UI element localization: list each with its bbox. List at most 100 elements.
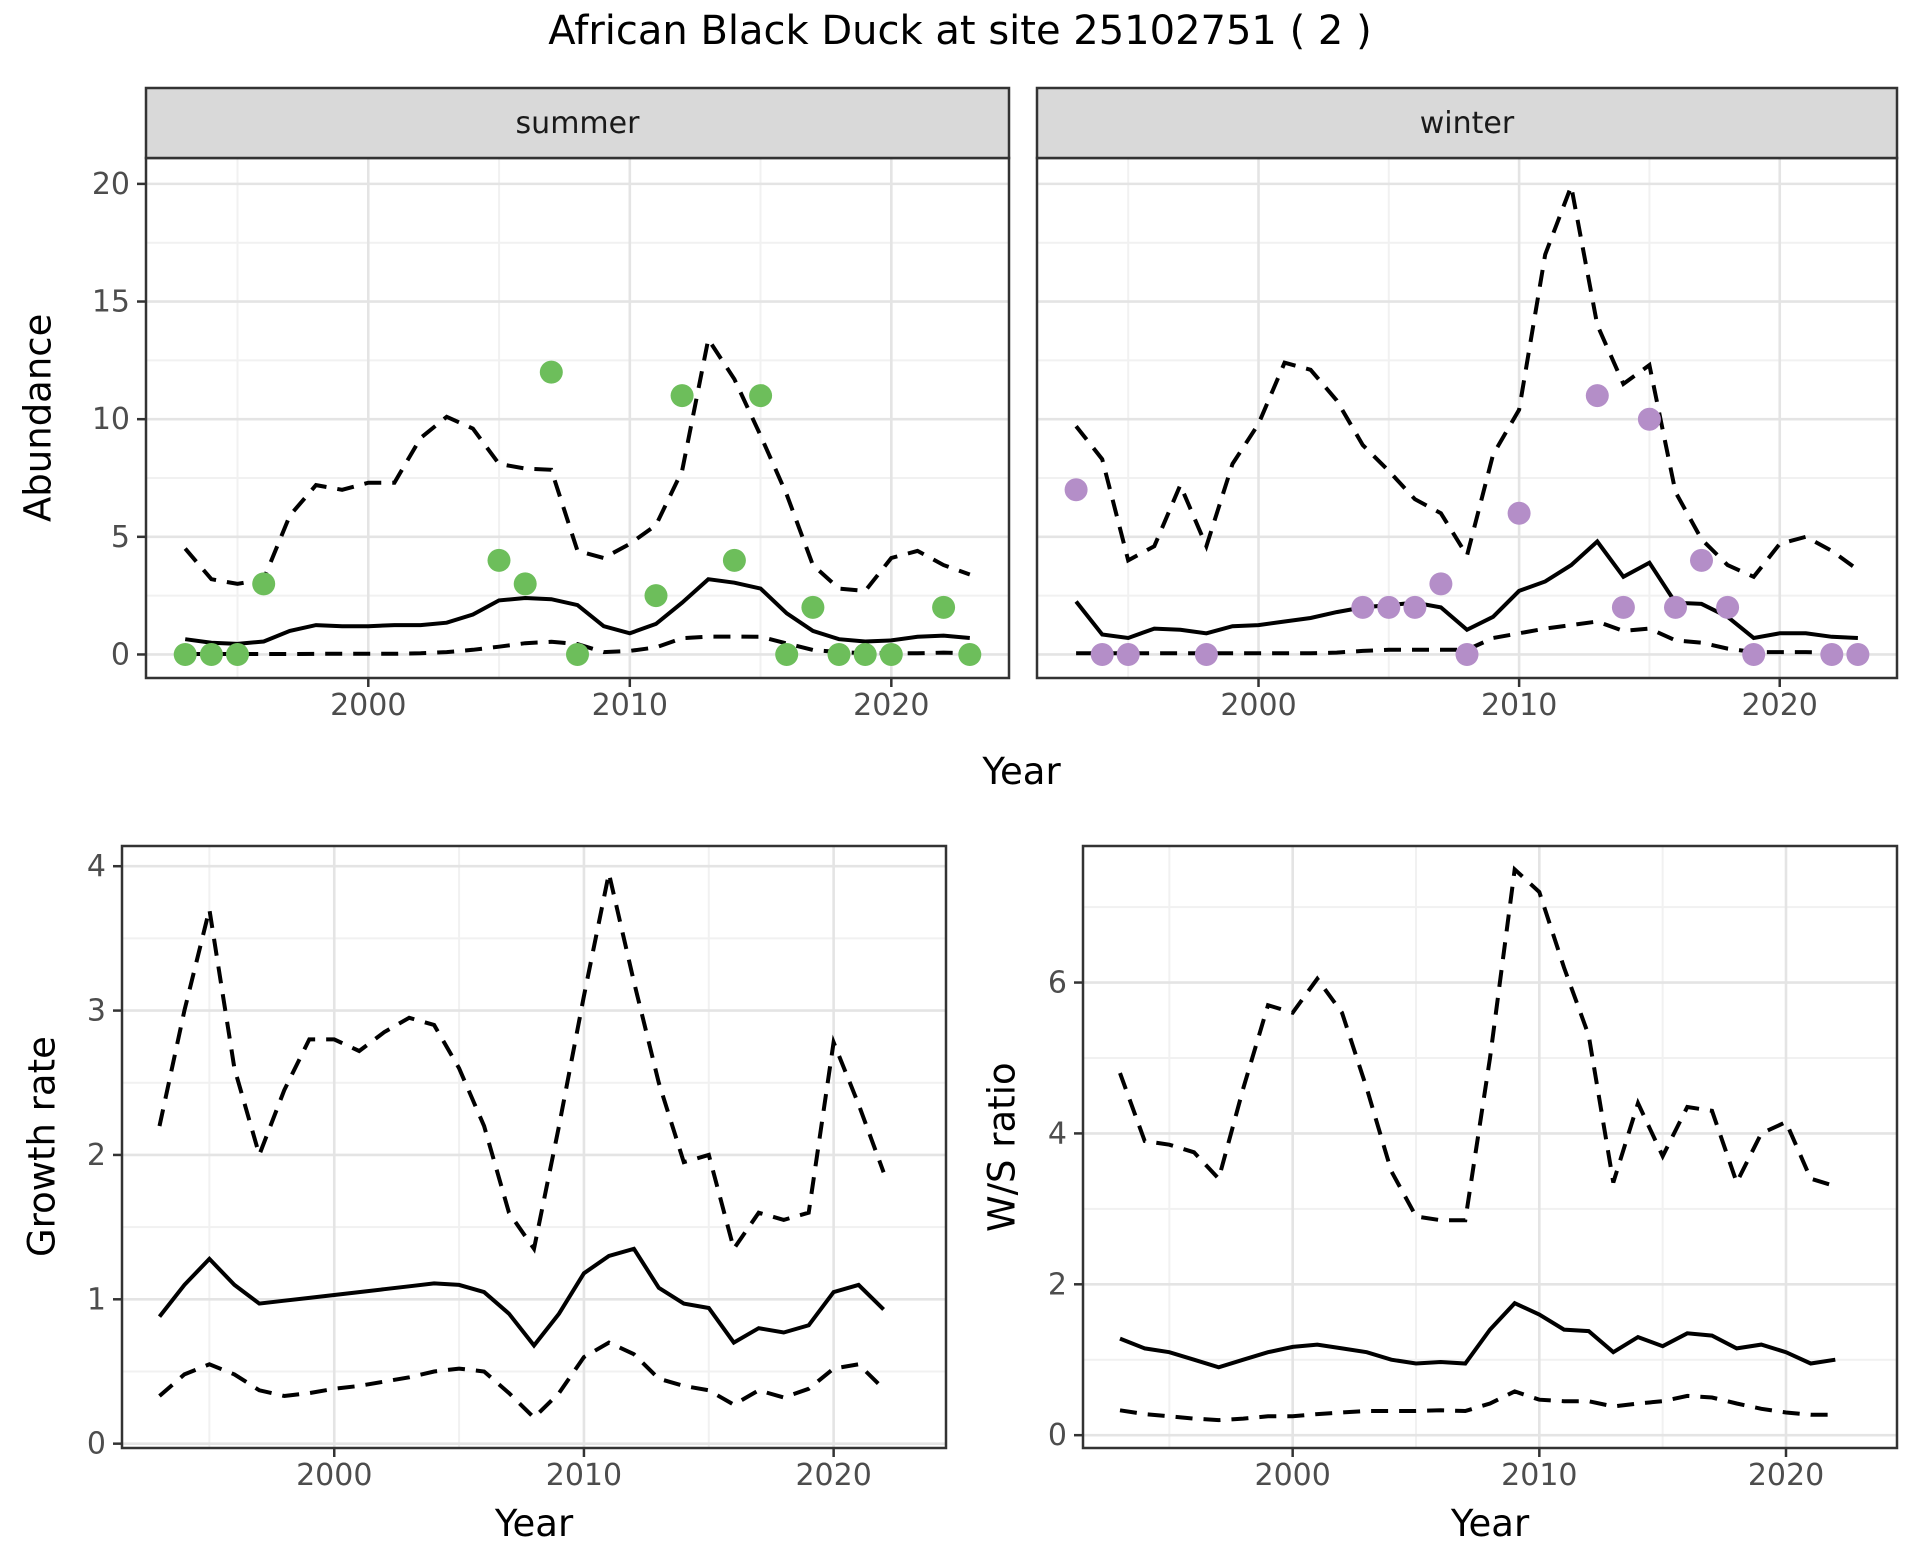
y-axis-tick-label: 1 (87, 1282, 106, 1317)
x-axis-title-year-ws: Year (1450, 1502, 1530, 1545)
observation-point (827, 643, 851, 666)
observation-point (1090, 643, 1114, 666)
y-axis-tick-label: 0 (1048, 1418, 1067, 1453)
panel-background (122, 846, 946, 1448)
ci-line (1118, 865, 1836, 1223)
y-axis-title-growth-rate: Growth rate (20, 1036, 64, 1258)
observation-point (539, 360, 563, 384)
panel-abundance-winter: 2000 2010 2020 (1035, 86, 1899, 723)
y-axis-tick-label: 0 (111, 637, 130, 672)
axes: 2000 2010 2020 0 2 4 6 (1048, 966, 1824, 1493)
facet-strip-label-winter: winter (1419, 105, 1515, 141)
y-axis-title-abundance: Abundance (16, 313, 60, 523)
axes: 2000 2010 2020 0 5 10 15 20 (92, 167, 930, 723)
observation-point (853, 643, 877, 666)
observation-point (1637, 407, 1661, 431)
observation-point (1611, 595, 1635, 619)
fit-line (184, 577, 970, 646)
observation-point (1403, 595, 1427, 619)
observation-point (644, 584, 668, 608)
plot-title: African Black Duck at site 25102751 ( 2 … (548, 8, 1372, 54)
ci-line (157, 872, 886, 1254)
observation-point (801, 595, 825, 619)
panel-border (120, 844, 948, 1450)
ci-line (158, 1340, 885, 1421)
observation-points (173, 360, 982, 666)
observation-point (722, 548, 746, 572)
ci-line (183, 334, 971, 593)
observation-point (1716, 595, 1740, 619)
observation-point (566, 643, 589, 666)
y-axis-tick-label: 4 (1048, 1116, 1067, 1151)
x-axis-tick-label: 2020 (1742, 688, 1818, 723)
observation-point (775, 643, 799, 666)
observation-point (1820, 643, 1844, 666)
x-axis-tick-label: 2010 (1501, 1458, 1577, 1493)
x-axis-tick-label: 2000 (330, 688, 406, 723)
x-axis-title-year-top: Year (982, 750, 1061, 793)
gridlines (122, 846, 946, 1448)
x-axis-tick-label: 2010 (1481, 688, 1557, 723)
observation-point (879, 643, 903, 666)
x-axis-tick-label: 2000 (1254, 1458, 1330, 1493)
y-axis-tick-label: 20 (92, 167, 130, 202)
fit-line (157, 1246, 885, 1349)
x-axis-title-year-growth: Year (494, 1502, 574, 1545)
facet-strip-label-summer: summer (515, 105, 640, 141)
x-axis-tick-label: 2010 (592, 688, 668, 723)
y-axis-tick-label: 4 (87, 849, 106, 884)
observation-point (487, 548, 511, 572)
y-axis-title-ws-ratio: W/S ratio (980, 1062, 1024, 1232)
y-axis-tick-label: 15 (92, 285, 130, 320)
observation-points (1064, 384, 1870, 666)
observation-point (1429, 572, 1453, 596)
observation-point (1455, 643, 1479, 666)
observation-point (670, 384, 694, 408)
y-axis-tick-label: 5 (111, 520, 130, 555)
facet-strip (144, 86, 1011, 160)
observation-point (513, 572, 537, 596)
observation-point (1377, 595, 1401, 619)
observation-point (1064, 478, 1088, 502)
observation-point (1846, 643, 1870, 666)
panel-growth-rate: 2000 2010 2020 0 1 2 3 4 (87, 844, 948, 1493)
y-axis-tick-label: 2 (87, 1138, 106, 1173)
ci-line (1119, 1389, 1836, 1423)
x-axis-tick-label: 2000 (296, 1458, 372, 1493)
panel-background (1083, 846, 1897, 1448)
observation-point (1742, 643, 1766, 666)
x-axis-tick-label: 2020 (795, 1458, 871, 1493)
x-axis-tick-label: 2000 (1220, 688, 1296, 723)
observation-point (1585, 384, 1609, 408)
observation-point (1507, 501, 1531, 525)
y-axis-tick-label: 3 (87, 994, 106, 1029)
y-axis-tick-label: 0 (87, 1427, 106, 1462)
x-axis-tick-label: 2010 (546, 1458, 622, 1493)
fit-line (1119, 1300, 1836, 1370)
observation-point (958, 643, 982, 666)
panel-ws-ratio: 2000 2010 2020 0 2 4 6 (1048, 844, 1899, 1493)
y-axis-tick-label: 10 (92, 402, 130, 437)
panel-abundance-summer: 2000 2010 2020 0 5 10 15 20 (92, 86, 1011, 723)
observation-point (1194, 643, 1218, 666)
observation-point (932, 595, 956, 619)
ci-line (1074, 178, 1860, 580)
observation-point (226, 643, 249, 666)
y-axis-tick-label: 6 (1048, 966, 1067, 1001)
facet-strip (1035, 86, 1899, 160)
observation-point (173, 643, 197, 666)
observation-point (1351, 595, 1375, 619)
y-axis-tick-label: 2 (1048, 1267, 1067, 1302)
observation-point (1690, 548, 1713, 572)
observation-point (1116, 643, 1140, 666)
x-axis-tick-label: 2020 (853, 688, 929, 723)
observation-point (252, 572, 276, 596)
observation-point (749, 384, 773, 408)
x-axis-tick-label: 2020 (1748, 1458, 1824, 1493)
observation-point (199, 643, 223, 666)
panel-border (1081, 844, 1899, 1450)
ci-line (1076, 619, 1858, 656)
axes: 2000 2010 2020 0 1 2 3 4 (87, 849, 872, 1493)
